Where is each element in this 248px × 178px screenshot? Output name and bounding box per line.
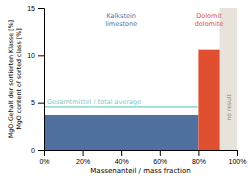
tick: 60% bbox=[153, 150, 167, 165]
tick: 80% bbox=[192, 150, 206, 165]
tick-mark bbox=[121, 150, 122, 156]
bar-label: Kalkstein bbox=[106, 12, 136, 20]
tick-mark bbox=[38, 8, 44, 9]
marks bbox=[44, 8, 237, 150]
bar-label: Dolomit bbox=[196, 12, 222, 20]
region bbox=[220, 8, 237, 150]
tick-label: 100% bbox=[229, 158, 247, 165]
chart: no result Gesamtmittel / total average Kal… bbox=[0, 0, 248, 178]
y-axis-title-line: MgO-Gehalt der sortierten Klasse [%] bbox=[7, 20, 15, 138]
tick: 100% bbox=[229, 150, 247, 165]
tick-label: 15 bbox=[27, 5, 35, 12]
y-axis: 0 5 10 15 bbox=[27, 5, 44, 154]
tick-label: 20% bbox=[76, 158, 90, 165]
tick: 40% bbox=[115, 150, 129, 165]
axis-line bbox=[45, 151, 238, 157]
tick: 0 bbox=[31, 147, 44, 154]
tick-label: 5 bbox=[31, 99, 35, 106]
tick-mark bbox=[83, 150, 84, 156]
y-axis-title-line: MgO content of sorted class [%] bbox=[15, 28, 23, 129]
tick: 20% bbox=[76, 150, 90, 165]
tick-mark bbox=[38, 55, 44, 56]
tick-label: 0 bbox=[31, 147, 35, 154]
tick-mark bbox=[198, 150, 199, 156]
x-axis-title: Massenanteil / mass fraction bbox=[90, 167, 190, 175]
tick-label: 60% bbox=[153, 158, 167, 165]
tick-mark bbox=[38, 150, 44, 151]
tick-label: 40% bbox=[115, 158, 129, 165]
tick-mark bbox=[38, 103, 44, 104]
bar bbox=[44, 115, 198, 150]
tick-mark bbox=[237, 150, 238, 156]
axis-line bbox=[38, 9, 45, 151]
bar bbox=[198, 50, 219, 150]
tick: 0% bbox=[39, 150, 49, 165]
tick: 10 bbox=[27, 52, 44, 59]
reference-label: Gesamtmittel / total average bbox=[47, 98, 141, 106]
reference-line bbox=[44, 106, 198, 107]
region-label: no result bbox=[225, 94, 232, 121]
bar-label: limestone bbox=[105, 20, 137, 28]
tick-label: 0% bbox=[39, 158, 49, 165]
tick-mark bbox=[160, 150, 161, 156]
plot: no result Gesamtmittel / total average Kal… bbox=[27, 5, 246, 165]
tick-label: 10 bbox=[27, 52, 35, 59]
bar-label: dolomite bbox=[195, 20, 224, 28]
x-axis: 0% 20% 40% 60% 80% 100% bbox=[39, 150, 246, 165]
tick: 5 bbox=[31, 99, 44, 106]
annotations: no result Gesamtmittel / total average Kal… bbox=[47, 12, 232, 121]
tick-label: 80% bbox=[192, 158, 206, 165]
tick: 15 bbox=[27, 5, 44, 12]
y-axis-title: MgO-Gehalt der sortierten Klasse [%]MgO … bbox=[7, 20, 23, 138]
